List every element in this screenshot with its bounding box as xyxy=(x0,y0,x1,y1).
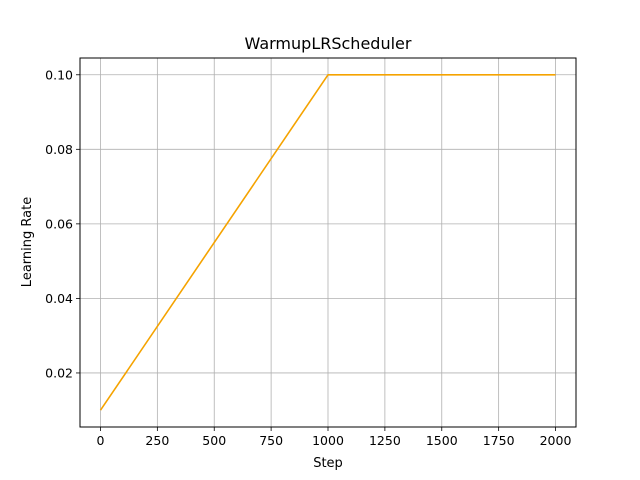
y-tick-label: 0.06 xyxy=(45,216,73,231)
y-tick-label: 0.08 xyxy=(45,142,73,157)
series-line xyxy=(99,73,556,411)
x-tick-label: 0 xyxy=(97,433,105,448)
x-tick-label: 250 xyxy=(145,433,169,448)
x-tick-label: 1250 xyxy=(369,433,401,448)
x-tick-label: 1750 xyxy=(483,433,515,448)
x-axis-label: Step xyxy=(313,456,343,471)
x-tick-label: 2000 xyxy=(540,433,572,448)
grid xyxy=(80,58,576,427)
x-tick-label: 750 xyxy=(259,433,283,448)
y-tick-label: 0.02 xyxy=(45,365,73,380)
x-tick-label: 1000 xyxy=(312,433,344,448)
series-layer xyxy=(99,73,556,411)
chart-title: WarmupLRScheduler xyxy=(245,34,412,53)
y-axis-label: Learning Rate xyxy=(20,197,35,287)
y-tick-label: 0.10 xyxy=(45,67,73,82)
y-tick-label: 0.04 xyxy=(45,291,73,306)
x-tick-label: 500 xyxy=(202,433,226,448)
x-tick-label: 1500 xyxy=(426,433,458,448)
ticks: 0 250 500 750 1000 1250 1500 1750 2000 0.02 0.04 0.… xyxy=(45,67,571,448)
